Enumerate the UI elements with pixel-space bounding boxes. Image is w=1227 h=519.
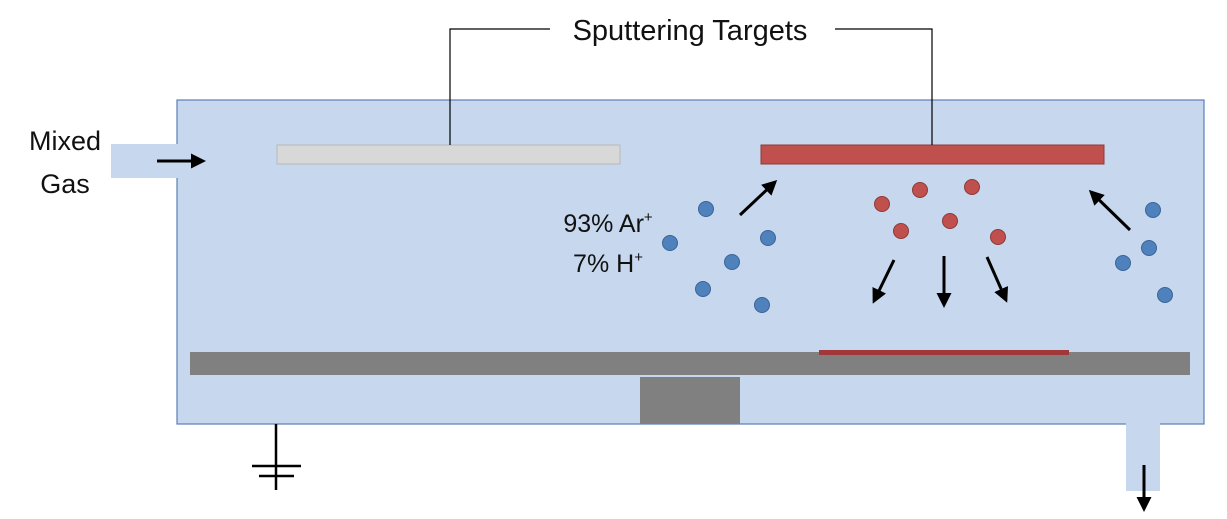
ion bbox=[760, 230, 776, 246]
substrate-platform bbox=[190, 352, 1190, 375]
ion bbox=[695, 281, 711, 297]
sputtering-target-left bbox=[276, 144, 621, 165]
targets-label: Sputtering Targets bbox=[573, 15, 808, 47]
atom bbox=[942, 213, 958, 229]
atom bbox=[912, 182, 928, 198]
ion bbox=[1157, 287, 1173, 303]
targets-bracket-right bbox=[835, 28, 933, 145]
argon-ions-left bbox=[662, 201, 776, 313]
atom bbox=[893, 223, 909, 239]
atom bbox=[964, 179, 980, 195]
ion bbox=[698, 201, 714, 217]
ion-bombard-arrow-left bbox=[738, 179, 778, 217]
atom bbox=[990, 229, 1006, 245]
ion-bombard-arrow-right bbox=[1088, 189, 1132, 232]
inlet-label-line1: Mixed bbox=[29, 126, 101, 156]
deposited-film bbox=[819, 350, 1069, 355]
ion bbox=[724, 254, 740, 270]
ion bbox=[1141, 240, 1157, 256]
argon-ions-right bbox=[1115, 202, 1173, 303]
hydrogen-percent-label: 7% H+ bbox=[573, 249, 643, 278]
ion bbox=[1115, 255, 1131, 271]
ion bbox=[662, 235, 678, 251]
sputtering-target-right bbox=[760, 144, 1105, 165]
targets-bracket-left bbox=[449, 28, 550, 145]
atom bbox=[874, 196, 890, 212]
substrate-support bbox=[640, 377, 740, 424]
deposition-arrow-right bbox=[985, 256, 1009, 303]
ground-icon bbox=[252, 424, 301, 490]
deposition-arrow-left bbox=[872, 259, 896, 304]
ion bbox=[1145, 202, 1161, 218]
inlet-label-line2: Gas bbox=[40, 169, 90, 199]
argon-percent-label: 93% Ar+ bbox=[563, 209, 653, 238]
sputtered-atoms bbox=[874, 179, 1006, 245]
ion bbox=[754, 297, 770, 313]
